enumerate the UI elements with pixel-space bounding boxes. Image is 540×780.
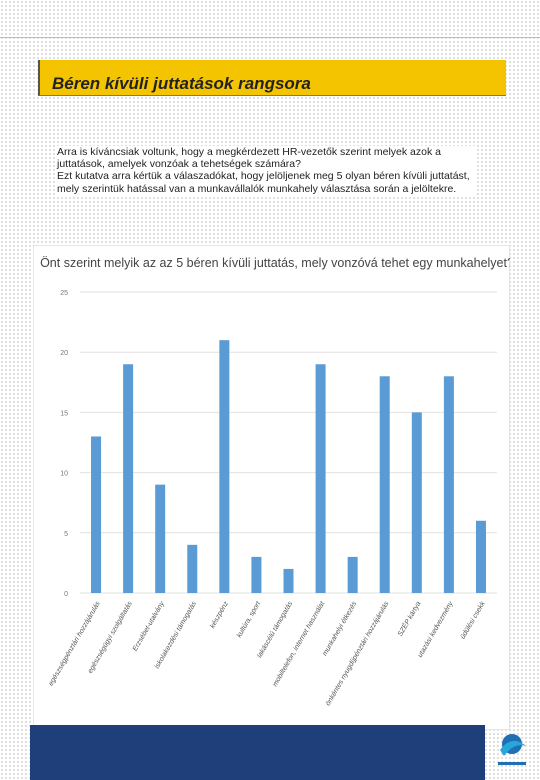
paragraph: Ezt kutatva arra kértük a válaszadókat, … <box>57 170 470 195</box>
bar <box>379 376 390 593</box>
y-tick-label: 20 <box>60 350 68 357</box>
chart-frame <box>33 245 510 730</box>
y-tick-label: 10 <box>60 471 68 478</box>
logo <box>498 734 526 765</box>
intro-text: Arra is kíváncsiak voltunk, hogy a megké… <box>57 146 477 195</box>
bar <box>187 544 198 593</box>
y-tick-label: 0 <box>64 591 68 598</box>
header-rule <box>0 37 540 38</box>
bar <box>315 364 326 593</box>
bar <box>443 376 454 593</box>
bar <box>283 568 294 593</box>
bar <box>475 520 486 593</box>
bar <box>251 556 262 593</box>
y-tick-label: 5 <box>64 531 68 538</box>
bar <box>123 364 134 593</box>
chart: Önt szerint melyik az az 5 béren kívüli … <box>33 245 510 730</box>
bar <box>347 556 358 593</box>
slide-title: Béren kívüli juttatások rangsora <box>52 74 311 93</box>
title-box: Béren kívüli juttatások rangsora <box>38 60 506 96</box>
paragraph: Arra is kíváncsiak voltunk, hogy a megké… <box>57 146 441 171</box>
footer-band <box>30 725 485 780</box>
y-tick-label: 15 <box>60 410 68 417</box>
bar <box>219 340 230 593</box>
y-tick-label: 25 <box>60 290 68 297</box>
bar <box>91 436 102 593</box>
bar <box>411 412 422 593</box>
bar <box>155 484 166 593</box>
chart-title: Önt szerint melyik az az 5 béren kívüli … <box>40 256 510 270</box>
